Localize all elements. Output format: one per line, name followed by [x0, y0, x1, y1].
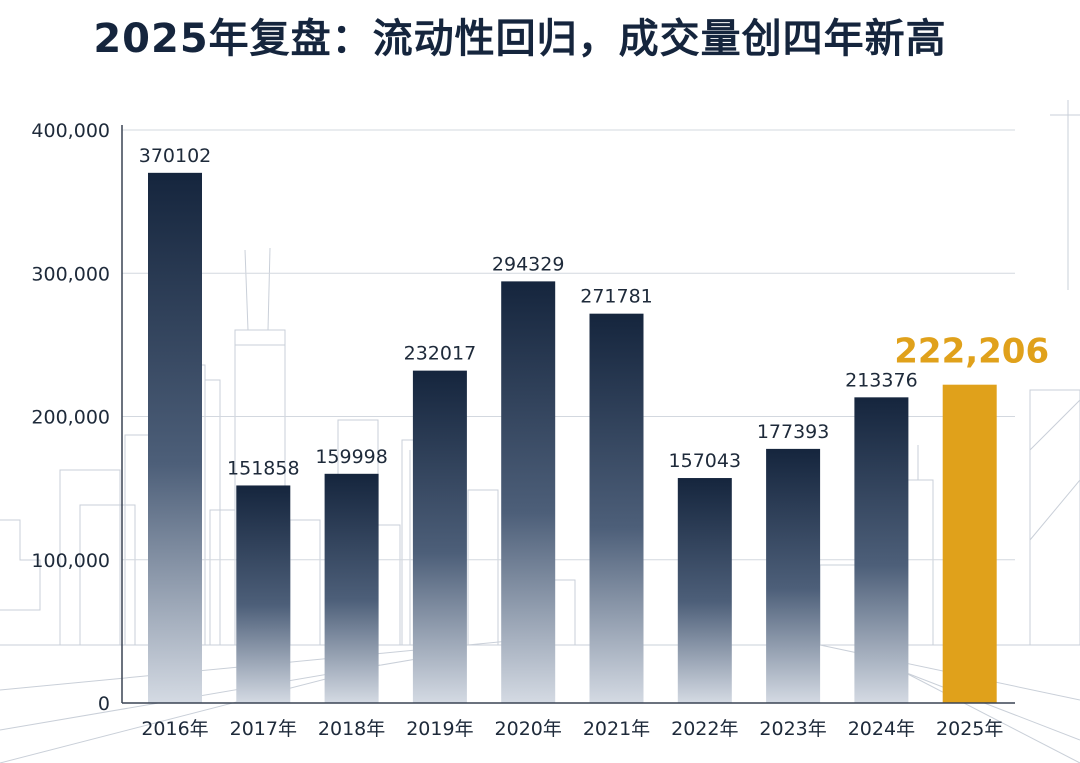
data-label: 159998: [315, 446, 388, 468]
y-tick-label: 300,000: [31, 263, 110, 285]
x-tick-label: 2024年: [848, 718, 915, 740]
bar: [324, 473, 379, 703]
data-label: 222,206: [894, 332, 1049, 372]
bar: [677, 478, 732, 703]
bar: [589, 313, 644, 703]
data-label: 157043: [669, 450, 742, 472]
bar: [854, 397, 909, 703]
x-tick-label: 2020年: [495, 718, 562, 740]
data-label: 294329: [492, 253, 565, 275]
y-tick-label: 400,000: [31, 120, 110, 142]
x-tick-label: 2023年: [759, 718, 826, 740]
bar: [766, 448, 821, 703]
x-tick-label: 2016年: [141, 718, 208, 740]
x-tick-label: 2025年: [936, 718, 1003, 740]
data-label: 213376: [845, 369, 918, 391]
value-labels: 370102 151858 159998 232017 294329 271781 1570…: [139, 145, 1049, 480]
y-tick-label: 0: [98, 693, 110, 715]
data-label: 271781: [580, 286, 653, 308]
data-label: 151858: [227, 457, 300, 479]
x-tick-label: 2022年: [671, 718, 738, 740]
data-label: 370102: [139, 145, 212, 167]
x-tick-label: 2018年: [318, 718, 385, 740]
bar: [501, 281, 556, 703]
x-axis: 2016年 2017年 2018年 2019年 2020年 2021年 2022年 2023年…: [122, 702, 1015, 740]
x-tick-label: 2021年: [583, 718, 650, 740]
bar: [942, 384, 997, 703]
y-axis: 0 100,000 200,000 300,000 400,000: [31, 120, 123, 715]
bar: [236, 485, 291, 703]
bar: [148, 172, 202, 704]
y-tick-label: 100,000: [31, 550, 110, 572]
y-tick-label: 200,000: [31, 407, 110, 429]
chart-title: 2025年复盘：流动性回归，成交量创四年新高: [93, 16, 947, 62]
bars: [148, 172, 997, 704]
x-tick-label: 2019年: [406, 718, 473, 740]
x-tick-label: 2017年: [230, 718, 297, 740]
data-label: 232017: [404, 343, 477, 365]
data-label: 177393: [757, 421, 830, 443]
bar: [412, 370, 467, 703]
